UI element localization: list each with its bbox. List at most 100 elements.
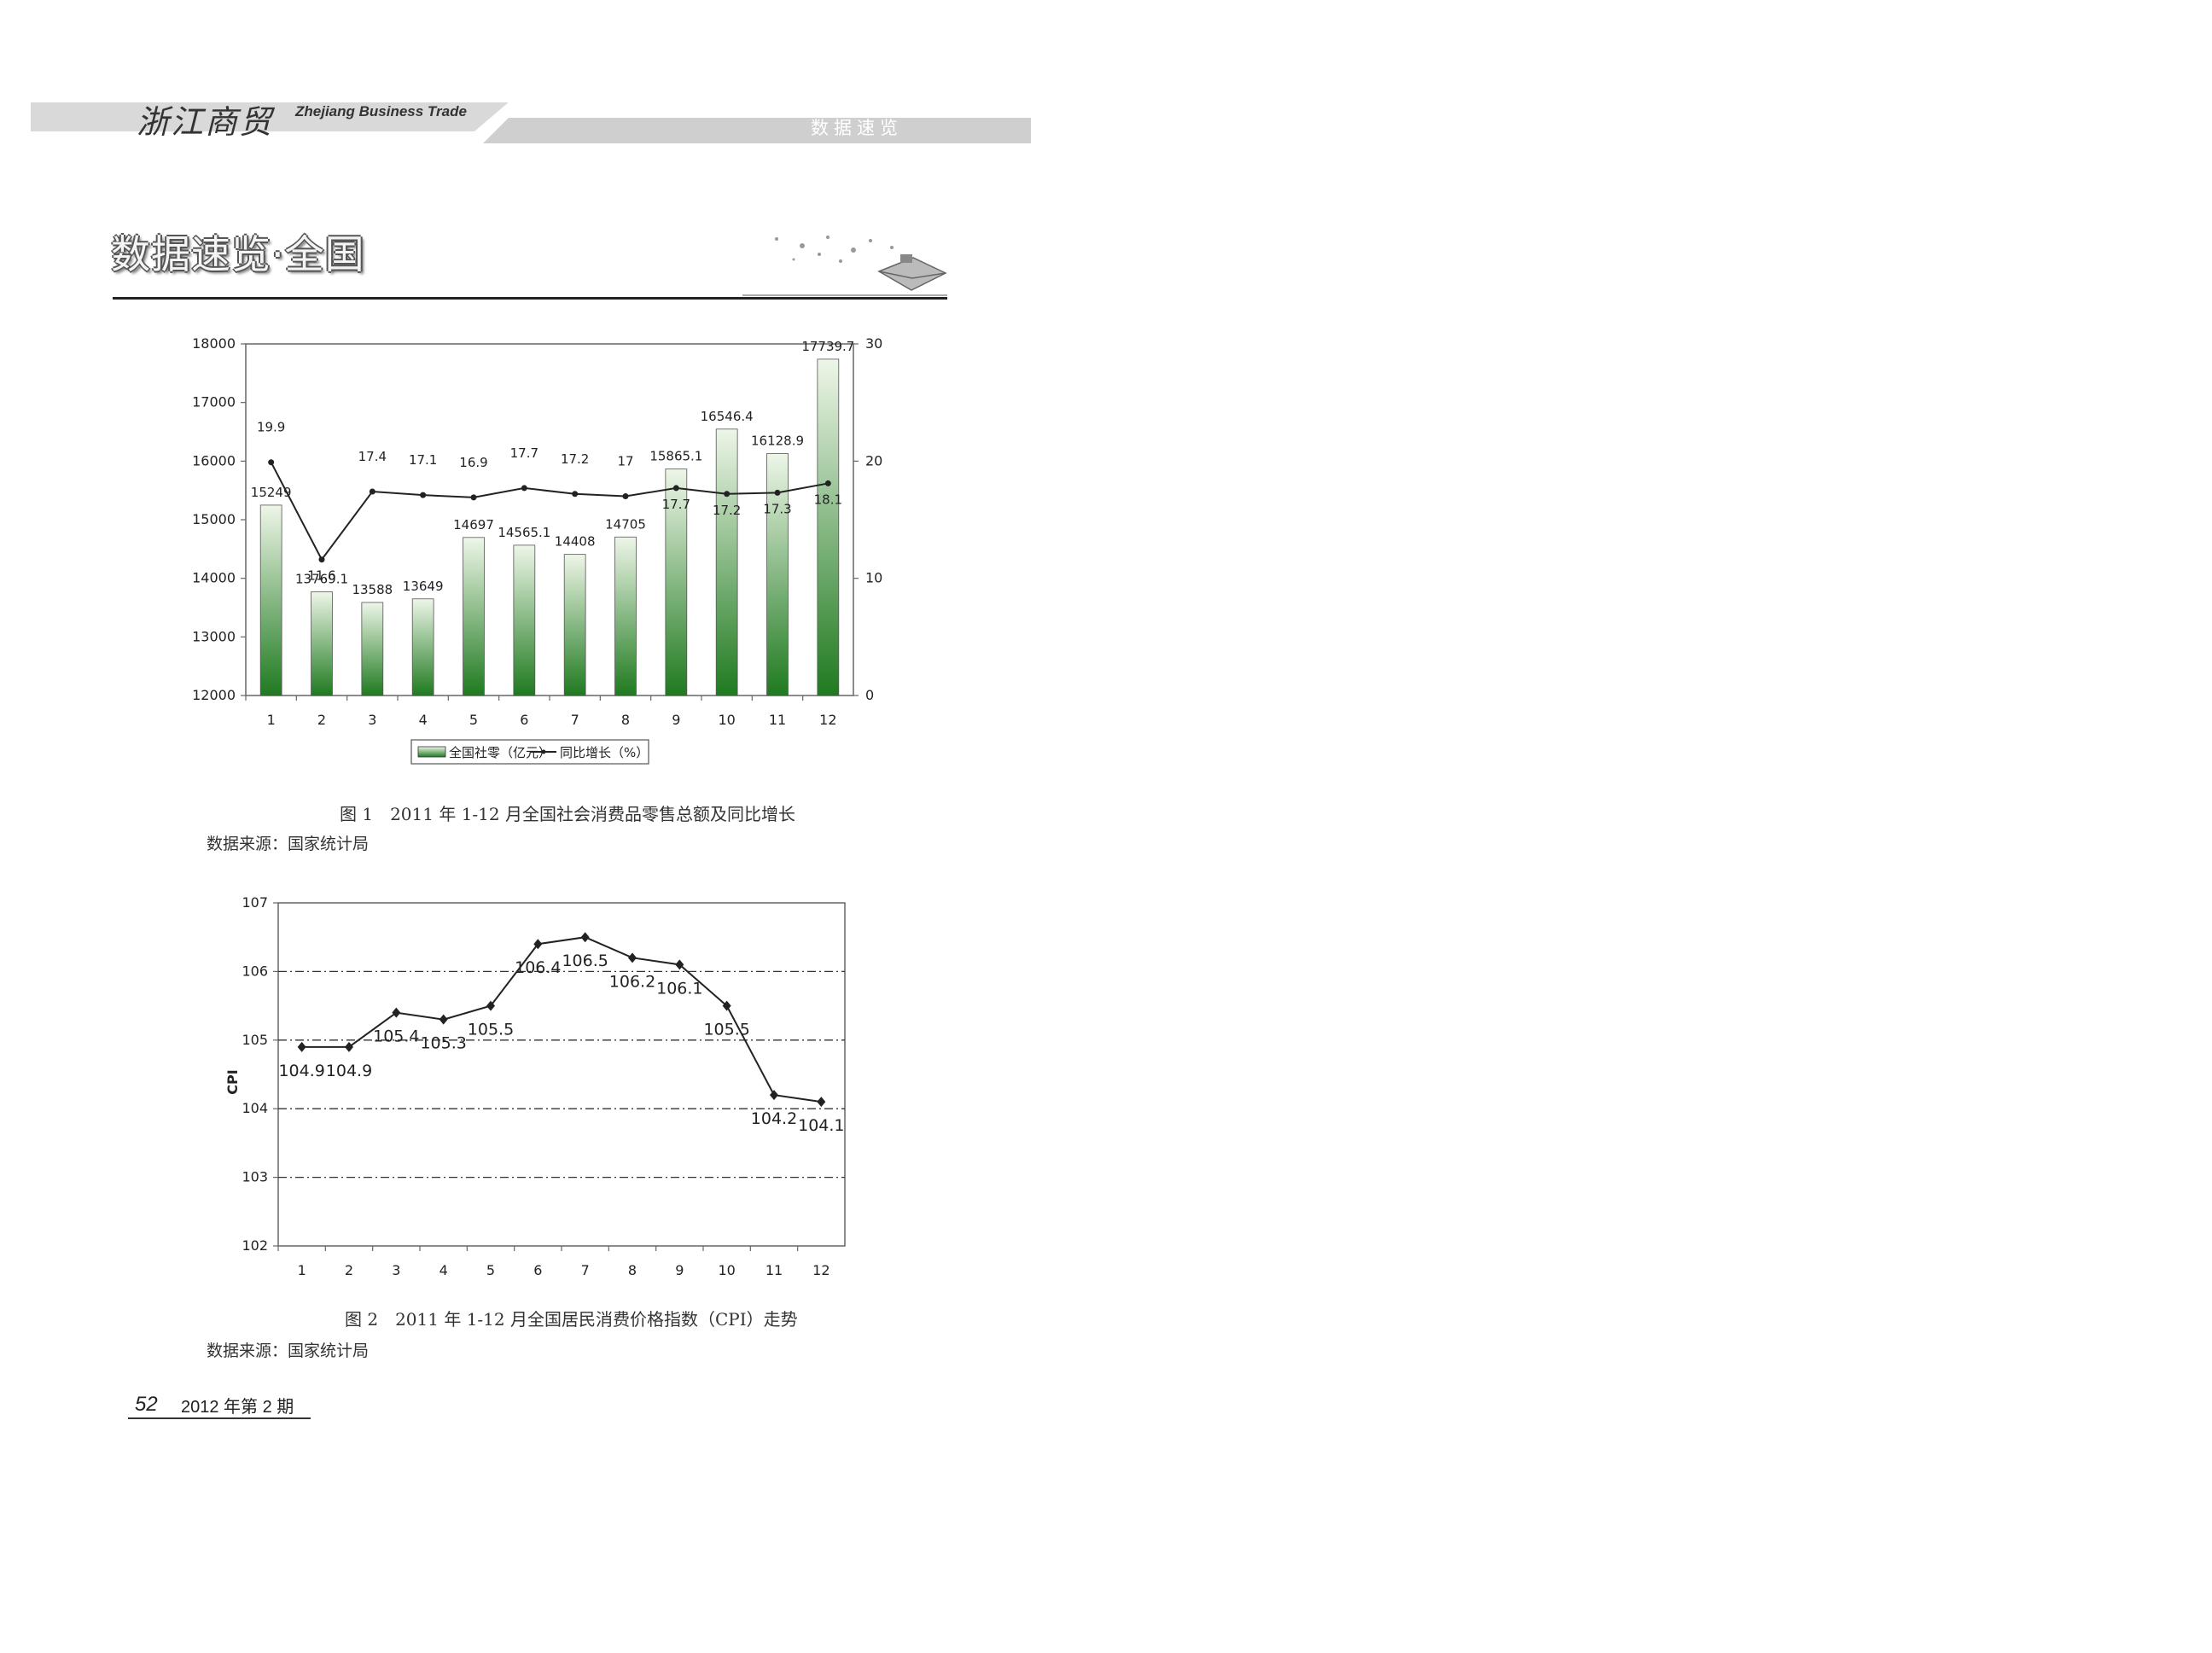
cpi-value-label: 105.4 xyxy=(373,1027,419,1046)
section-tag: 数据速览 xyxy=(811,118,903,138)
bar-value-label: 14565.1 xyxy=(498,525,550,540)
x-tick-label: 10 xyxy=(718,712,735,728)
bar xyxy=(513,544,536,696)
bar-value-label: 15249 xyxy=(251,485,292,500)
growth-line xyxy=(270,462,829,562)
cpi-point xyxy=(628,952,637,963)
y-tick-label: 18000 xyxy=(192,335,236,352)
y-axis-label: CPI xyxy=(224,1069,241,1094)
x-tick-label: 8 xyxy=(628,1262,637,1278)
growth-value-label: 11.6 xyxy=(307,568,335,584)
growth-point xyxy=(369,488,375,495)
cpi-value-label: 104.9 xyxy=(326,1062,372,1080)
y2-tick-label: 30 xyxy=(865,335,882,352)
figure2-caption: 图 2 2011 年 1-12 月全国居民消费价格指数（CPI）走势 xyxy=(345,1309,798,1330)
x-tick-label: 9 xyxy=(672,712,680,728)
chart-legend: 全国社零（亿元） 同比增长（%） xyxy=(410,739,649,765)
bar-value-label: 14705 xyxy=(605,516,646,532)
growth-point xyxy=(774,489,781,496)
cpi-point xyxy=(297,1041,306,1052)
x-tick-label: 6 xyxy=(533,1262,542,1278)
growth-point xyxy=(572,491,579,498)
cpi-value-label: 105.5 xyxy=(468,1021,514,1039)
x-tick-label: 1 xyxy=(298,1262,306,1278)
growth-value-label: 17.2 xyxy=(561,451,589,467)
y-tick-label: 106 xyxy=(242,963,268,979)
x-tick-label: 3 xyxy=(392,1262,400,1278)
bar-value-label: 13769.1 xyxy=(295,572,348,587)
cpi-point xyxy=(722,1000,731,1011)
bar-value-label: 14697 xyxy=(453,517,494,533)
issue-label: 2012 年第 2 期 xyxy=(181,1398,294,1417)
figure1-caption: 图 1 2011 年 1-12 月全国社会消费品零售总额及同比增长 xyxy=(340,804,795,824)
cpi-point xyxy=(675,959,684,970)
x-tick-label: 11 xyxy=(769,712,786,728)
cpi-value-label: 104.9 xyxy=(278,1062,324,1080)
cpi-line xyxy=(301,936,822,1103)
bar-value-label: 14408 xyxy=(555,534,596,550)
x-tick-label: 12 xyxy=(812,1262,830,1278)
growth-value-label: 17.1 xyxy=(409,452,437,468)
growth-value-label: 18.1 xyxy=(814,492,842,507)
bar xyxy=(563,554,586,696)
bar-value-label: 13588 xyxy=(352,582,393,597)
growth-point xyxy=(672,485,679,492)
cpi-value-label: 104.2 xyxy=(751,1109,797,1128)
bar xyxy=(614,536,637,696)
growth-point xyxy=(420,492,427,498)
legend-bar-swatch xyxy=(417,746,446,758)
y-tick-label: 17000 xyxy=(192,394,236,410)
growth-value-label: 17.3 xyxy=(763,501,791,516)
y-tick-label: 105 xyxy=(242,1032,268,1048)
bar xyxy=(463,537,485,696)
growth-point xyxy=(724,491,731,498)
growth-value-label: 19.9 xyxy=(257,420,285,435)
cpi-value-label: 106.1 xyxy=(656,979,702,998)
bar xyxy=(311,591,333,696)
growth-point xyxy=(824,480,831,486)
growth-value-label: 16.9 xyxy=(459,455,487,470)
x-tick-label: 4 xyxy=(419,712,428,728)
bar xyxy=(259,504,282,696)
cpi-value-label: 104.1 xyxy=(798,1116,844,1135)
plot-area xyxy=(245,343,854,696)
cpi-point xyxy=(345,1041,353,1052)
header-band xyxy=(31,102,1031,143)
legend-bar-label: 全国社零（亿元） xyxy=(449,745,551,760)
bar-value-label: 13649 xyxy=(403,579,444,594)
figure1-source: 数据来源：国家统计局 xyxy=(207,835,370,853)
y-tick-label: 102 xyxy=(242,1237,268,1254)
x-tick-label: 3 xyxy=(368,712,376,728)
y2-tick-label: 10 xyxy=(865,570,882,586)
cpi-value-label: 106.4 xyxy=(515,958,561,977)
title-rule xyxy=(113,297,947,300)
decorative-envelope-graphic xyxy=(742,236,947,296)
bar xyxy=(715,428,738,696)
figure2-source: 数据来源：国家统计局 xyxy=(207,1342,370,1360)
growth-value-label: 17.7 xyxy=(510,445,538,461)
growth-value-label: 17 xyxy=(617,454,633,469)
x-tick-label: 5 xyxy=(486,1262,495,1278)
y-tick-label: 103 xyxy=(242,1169,268,1185)
brand-logo-script: 浙江商贸 xyxy=(137,103,274,141)
growth-point xyxy=(470,494,477,501)
x-tick-label: 2 xyxy=(317,712,326,728)
y-tick-label: 15000 xyxy=(192,511,236,527)
cpi-point xyxy=(770,1090,778,1101)
cpi-value-label: 106.5 xyxy=(562,952,608,970)
x-tick-label: 4 xyxy=(439,1262,448,1278)
cpi-point xyxy=(817,1097,826,1108)
y-tick-label: 14000 xyxy=(192,570,236,586)
y-tick-label: 104 xyxy=(242,1100,268,1116)
growth-value-label: 17.7 xyxy=(662,497,690,512)
growth-value-label: 17.2 xyxy=(713,503,741,518)
cpi-value-label: 105.3 xyxy=(420,1034,466,1053)
y-tick-label: 107 xyxy=(242,894,268,911)
page-number: 52 xyxy=(135,1393,158,1416)
x-tick-label: 11 xyxy=(765,1262,783,1278)
bar-value-label: 16546.4 xyxy=(701,409,754,424)
x-tick-label: 5 xyxy=(469,712,478,728)
cpi-point xyxy=(486,1000,495,1011)
x-tick-label: 6 xyxy=(520,712,528,728)
